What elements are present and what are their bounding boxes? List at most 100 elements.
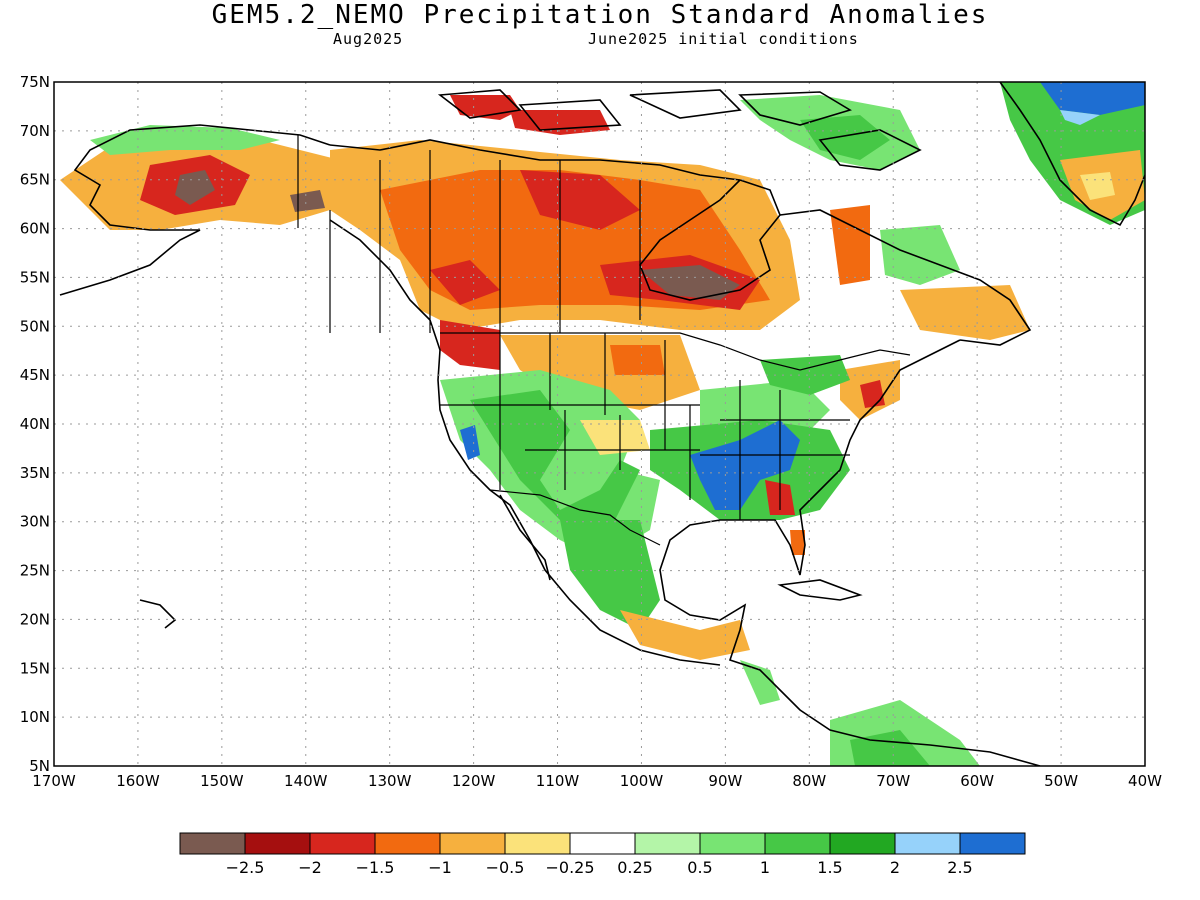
arctic-canada-coast (329, 139, 741, 181)
colorbar-label: −1 (428, 858, 452, 877)
greenland-yellow (1080, 172, 1115, 200)
south-america-wet-dark (850, 730, 930, 766)
lat-label: 35N (20, 464, 50, 482)
lon-label: 130W (368, 772, 412, 790)
colorbar-swatch (829, 832, 896, 855)
lat-label: 60N (20, 220, 50, 238)
hudson-bay-brown (640, 265, 740, 300)
lon-label: 110W (536, 772, 580, 790)
lon-label: 150W (200, 772, 244, 790)
labrador-wet (880, 225, 960, 285)
alaska-coast (59, 124, 331, 296)
border-layer (297, 135, 911, 546)
colorbar-label: 2 (890, 858, 900, 877)
lon-label: 90W (708, 772, 742, 790)
arctic-islands (437, 89, 922, 171)
colorbar-label: 1.5 (817, 858, 842, 877)
pacific-nw-dry (440, 320, 500, 370)
greenland-blue (1040, 82, 1145, 115)
longitude-labels: 170W 160W 150W 140W 130W 120W 110W 100W 90W 80W 70… (32, 772, 1162, 790)
colorbar: −2.5 −2 −1.5 −1 −0.5 −0.25 0.25 0.5 1 1.5 2 2.5 (179, 832, 1026, 877)
west-us-coast (429, 319, 721, 666)
colorbar-label: −0.5 (486, 858, 525, 877)
west-us-wet-dark (470, 390, 640, 530)
east-us-coast (659, 339, 1041, 766)
chart-title: GEM5.2_NEMO Precipitation Standard Anoma… (211, 0, 989, 30)
lat-label: 5N (29, 757, 50, 775)
colorbar-swatch (374, 832, 441, 855)
colorbar-swatch (244, 832, 311, 855)
tennessee-valley-blue (690, 420, 800, 510)
us-state-lines (440, 333, 850, 520)
canada-province-lines (329, 150, 641, 333)
dakotas-dry (610, 345, 665, 375)
central-america-wet (740, 660, 780, 705)
colorbar-swatch (699, 832, 766, 855)
lat-label: 65N (20, 171, 50, 189)
subtitle-initial-conditions: June2025 initial conditions (588, 30, 859, 48)
lat-label: 10N (20, 708, 50, 726)
coastline-layer (59, 82, 1145, 766)
lon-label: 50W (1044, 772, 1078, 790)
graticule (54, 82, 1145, 766)
lon-label: 160W (116, 772, 160, 790)
lon-label: 40W (1128, 772, 1162, 790)
lat-label: 70N (20, 122, 50, 140)
mexico-wet (560, 520, 660, 630)
colorbar-swatch (894, 832, 961, 855)
colorbar-swatch (309, 832, 376, 855)
colorbar-label: 1 (760, 858, 770, 877)
bc-coast (329, 219, 431, 321)
lon-label: 120W (452, 772, 496, 790)
colorbar-label: −2.5 (226, 858, 265, 877)
alaska-brown (175, 170, 215, 205)
hawaii-islands (139, 599, 177, 629)
lon-label: 100W (620, 772, 664, 790)
subtitle-month: Aug2025 (333, 30, 404, 48)
lat-label: 30N (20, 513, 50, 531)
colorbar-swatch (569, 832, 636, 855)
arctic-islands-dry (450, 95, 610, 135)
cuba-coast (777, 579, 863, 601)
greenland-light-blue (1060, 110, 1100, 125)
latitude-labels: 75N 70N 65N 60N 55N 50N 45N 40N 35N 30N 25N 20N 15N 1… (20, 73, 50, 775)
anomaly-fill-layer (60, 82, 1145, 766)
arctic-wet-dark (800, 115, 890, 160)
labrador-dry (830, 205, 870, 285)
labrador-coast (779, 209, 1032, 346)
lat-label: 45N (20, 366, 50, 384)
colorbar-label: 0.25 (617, 858, 653, 877)
colorbar-label: 2.5 (947, 858, 972, 877)
us-mexico-border (489, 489, 661, 546)
lon-label: 140W (284, 772, 328, 790)
baja-coast (499, 494, 551, 581)
lon-label: 170W (32, 772, 76, 790)
colorbar-label: −0.25 (545, 858, 594, 877)
lat-label: 40N (20, 415, 50, 433)
greenland-coast (999, 82, 1145, 227)
lat-label: 20N (20, 610, 50, 628)
colorbar-label: −2 (298, 858, 322, 877)
florida-dry (790, 530, 805, 555)
great-lakes-wet (760, 355, 850, 395)
lat-label: 50N (20, 317, 50, 335)
lon-label: 80W (792, 772, 826, 790)
colorbar-swatch (959, 832, 1026, 855)
colorbar-swatch (179, 832, 246, 855)
lon-label: 70W (876, 772, 910, 790)
mexico-dry (620, 610, 750, 660)
colorbar-swatch (764, 832, 831, 855)
colorbar-swatch (634, 832, 701, 855)
colorbar-swatch (439, 832, 506, 855)
colorbar-label: 0.5 (687, 858, 712, 877)
central-plains-dry (580, 420, 650, 455)
lon-label: 60W (960, 772, 994, 790)
california-blue (460, 425, 480, 460)
colorbar-label: −1.5 (356, 858, 395, 877)
colorbar-swatch (504, 832, 571, 855)
lat-label: 75N (20, 73, 50, 91)
lat-label: 55N (20, 268, 50, 286)
yukon-brown (290, 190, 325, 212)
lat-label: 25N (20, 562, 50, 580)
